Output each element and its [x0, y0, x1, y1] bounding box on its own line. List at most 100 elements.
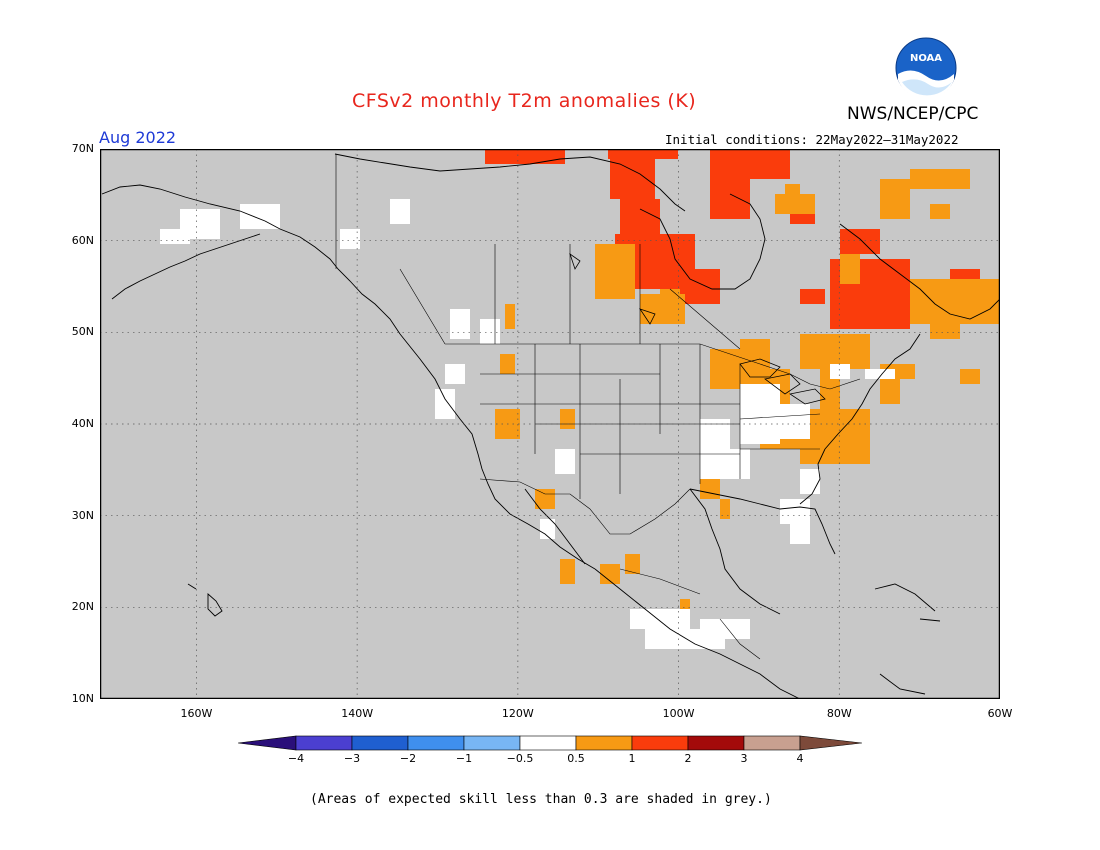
skill-note: (Areas of expected skill less than 0.3 a… — [310, 792, 772, 807]
forecast-month: Aug 2022 — [99, 128, 177, 147]
colorbar-label: 0.5 — [567, 752, 585, 765]
lat-label: 20N — [71, 600, 94, 614]
anomaly-cell — [600, 564, 620, 584]
colorbar-label: −1 — [455, 752, 473, 765]
coastlines — [101, 153, 1000, 699]
anomaly-cell — [660, 289, 680, 314]
anomaly-cell — [710, 179, 750, 219]
political-borders — [335, 154, 861, 660]
anomaly-cell — [800, 289, 825, 304]
lat-label: 70N — [71, 142, 94, 155]
anomaly-cell — [595, 244, 635, 299]
anomaly-cells — [160, 149, 1000, 649]
anomaly-cell — [240, 204, 280, 229]
anomaly-cell — [800, 334, 870, 369]
lon-label: 80W — [826, 707, 852, 720]
anomaly-cell — [960, 369, 980, 384]
colorbar-label: −0.5 — [506, 752, 534, 765]
colorbar-label: −4 — [287, 752, 305, 765]
anomaly-cell — [445, 364, 465, 384]
chart-title: CFSv2 monthly T2m anomalies (K) — [352, 90, 697, 112]
map-frame — [100, 149, 1000, 699]
grid-lines — [100, 149, 1000, 699]
anomaly-cell — [780, 499, 810, 524]
agency-label: NWS/NCEP/CPC — [847, 104, 979, 124]
anomaly-cell — [700, 419, 730, 479]
anomaly-cell — [910, 169, 970, 189]
anomaly-cell — [505, 304, 515, 329]
colorbar-segment — [519, 735, 577, 751]
anomaly-cell — [560, 559, 575, 584]
anomaly-cell — [830, 364, 850, 379]
anomaly-cell — [435, 389, 455, 419]
anomaly-cell — [880, 179, 910, 219]
anomaly-cell — [930, 204, 950, 219]
anomaly-cell — [390, 199, 410, 224]
colorbar — [238, 735, 862, 751]
anomaly-cell — [840, 229, 880, 254]
anomaly-cell — [450, 309, 470, 339]
anomaly-cell — [485, 149, 565, 164]
lat-label: 50N — [71, 325, 94, 339]
colorbar-label: 4 — [796, 752, 804, 765]
anomaly-cell — [625, 554, 640, 574]
anomaly-cell — [160, 229, 190, 244]
anomaly-cell — [930, 319, 960, 339]
colorbar-label: 2 — [684, 752, 692, 765]
lon-label: 140W — [341, 707, 374, 720]
lat-label: 10N — [71, 692, 94, 705]
anomaly-cell — [700, 619, 750, 639]
colorbar-label: −2 — [399, 752, 417, 765]
anomaly-cell — [720, 499, 730, 519]
lon-label: 60W — [987, 707, 1013, 720]
colorbar-segment — [407, 735, 465, 751]
anomaly-cell — [785, 184, 800, 194]
anomaly-cell — [620, 199, 660, 239]
colorbar-segment — [631, 735, 689, 751]
anomaly-cell — [680, 599, 690, 614]
anomaly-cell — [710, 349, 740, 389]
anomaly-cell — [790, 524, 810, 544]
anomaly-cell — [500, 354, 515, 374]
anomaly-cell — [900, 364, 915, 379]
colorbar-high-arrow — [799, 735, 862, 751]
lon-label: 120W — [501, 707, 534, 720]
anomaly-cell — [910, 279, 1000, 324]
colorbar-segment — [351, 735, 409, 751]
anomaly-cell — [700, 479, 720, 499]
colorbar-segment — [463, 735, 521, 751]
lon-label: 160W — [180, 707, 213, 720]
anomaly-cell — [610, 159, 655, 199]
anomaly-cell — [865, 369, 895, 379]
anomaly-cell — [770, 404, 810, 439]
lat-label: 40N — [71, 417, 94, 430]
anomaly-cell — [608, 149, 678, 159]
anomaly-cell — [775, 194, 815, 214]
anomaly-cell — [800, 409, 870, 464]
anomaly-cell — [820, 369, 840, 414]
anomaly-cell — [710, 149, 790, 179]
initial-conditions: Initial conditions: 22May2022–31May2022 — [665, 132, 959, 147]
lakes — [569, 252, 826, 405]
colorbar-segment — [575, 735, 633, 751]
colorbar-segment — [295, 735, 353, 751]
colorbar-label: −3 — [343, 752, 361, 765]
colorbar-segment — [743, 735, 801, 751]
noaa-logo-icon: NOAA — [895, 37, 957, 100]
colorbar-segment — [687, 735, 745, 751]
colorbar-label: 1 — [628, 752, 636, 765]
colorbar-low-arrow — [238, 735, 297, 751]
anomaly-cell — [800, 469, 820, 494]
anomaly-cell — [340, 229, 360, 249]
lat-label: 60N — [71, 233, 94, 247]
anomaly-cell — [480, 319, 500, 344]
anomaly-cell — [630, 609, 690, 629]
anomaly-map — [100, 149, 1000, 699]
lon-label: 100W — [662, 707, 695, 720]
anomaly-cell — [840, 254, 860, 284]
noaa-logo-text: NOAA — [910, 53, 942, 64]
colorbar-label: 3 — [740, 752, 748, 765]
anomaly-cell — [555, 449, 575, 474]
anomaly-cell — [540, 519, 555, 539]
anomaly-cell — [560, 409, 575, 429]
